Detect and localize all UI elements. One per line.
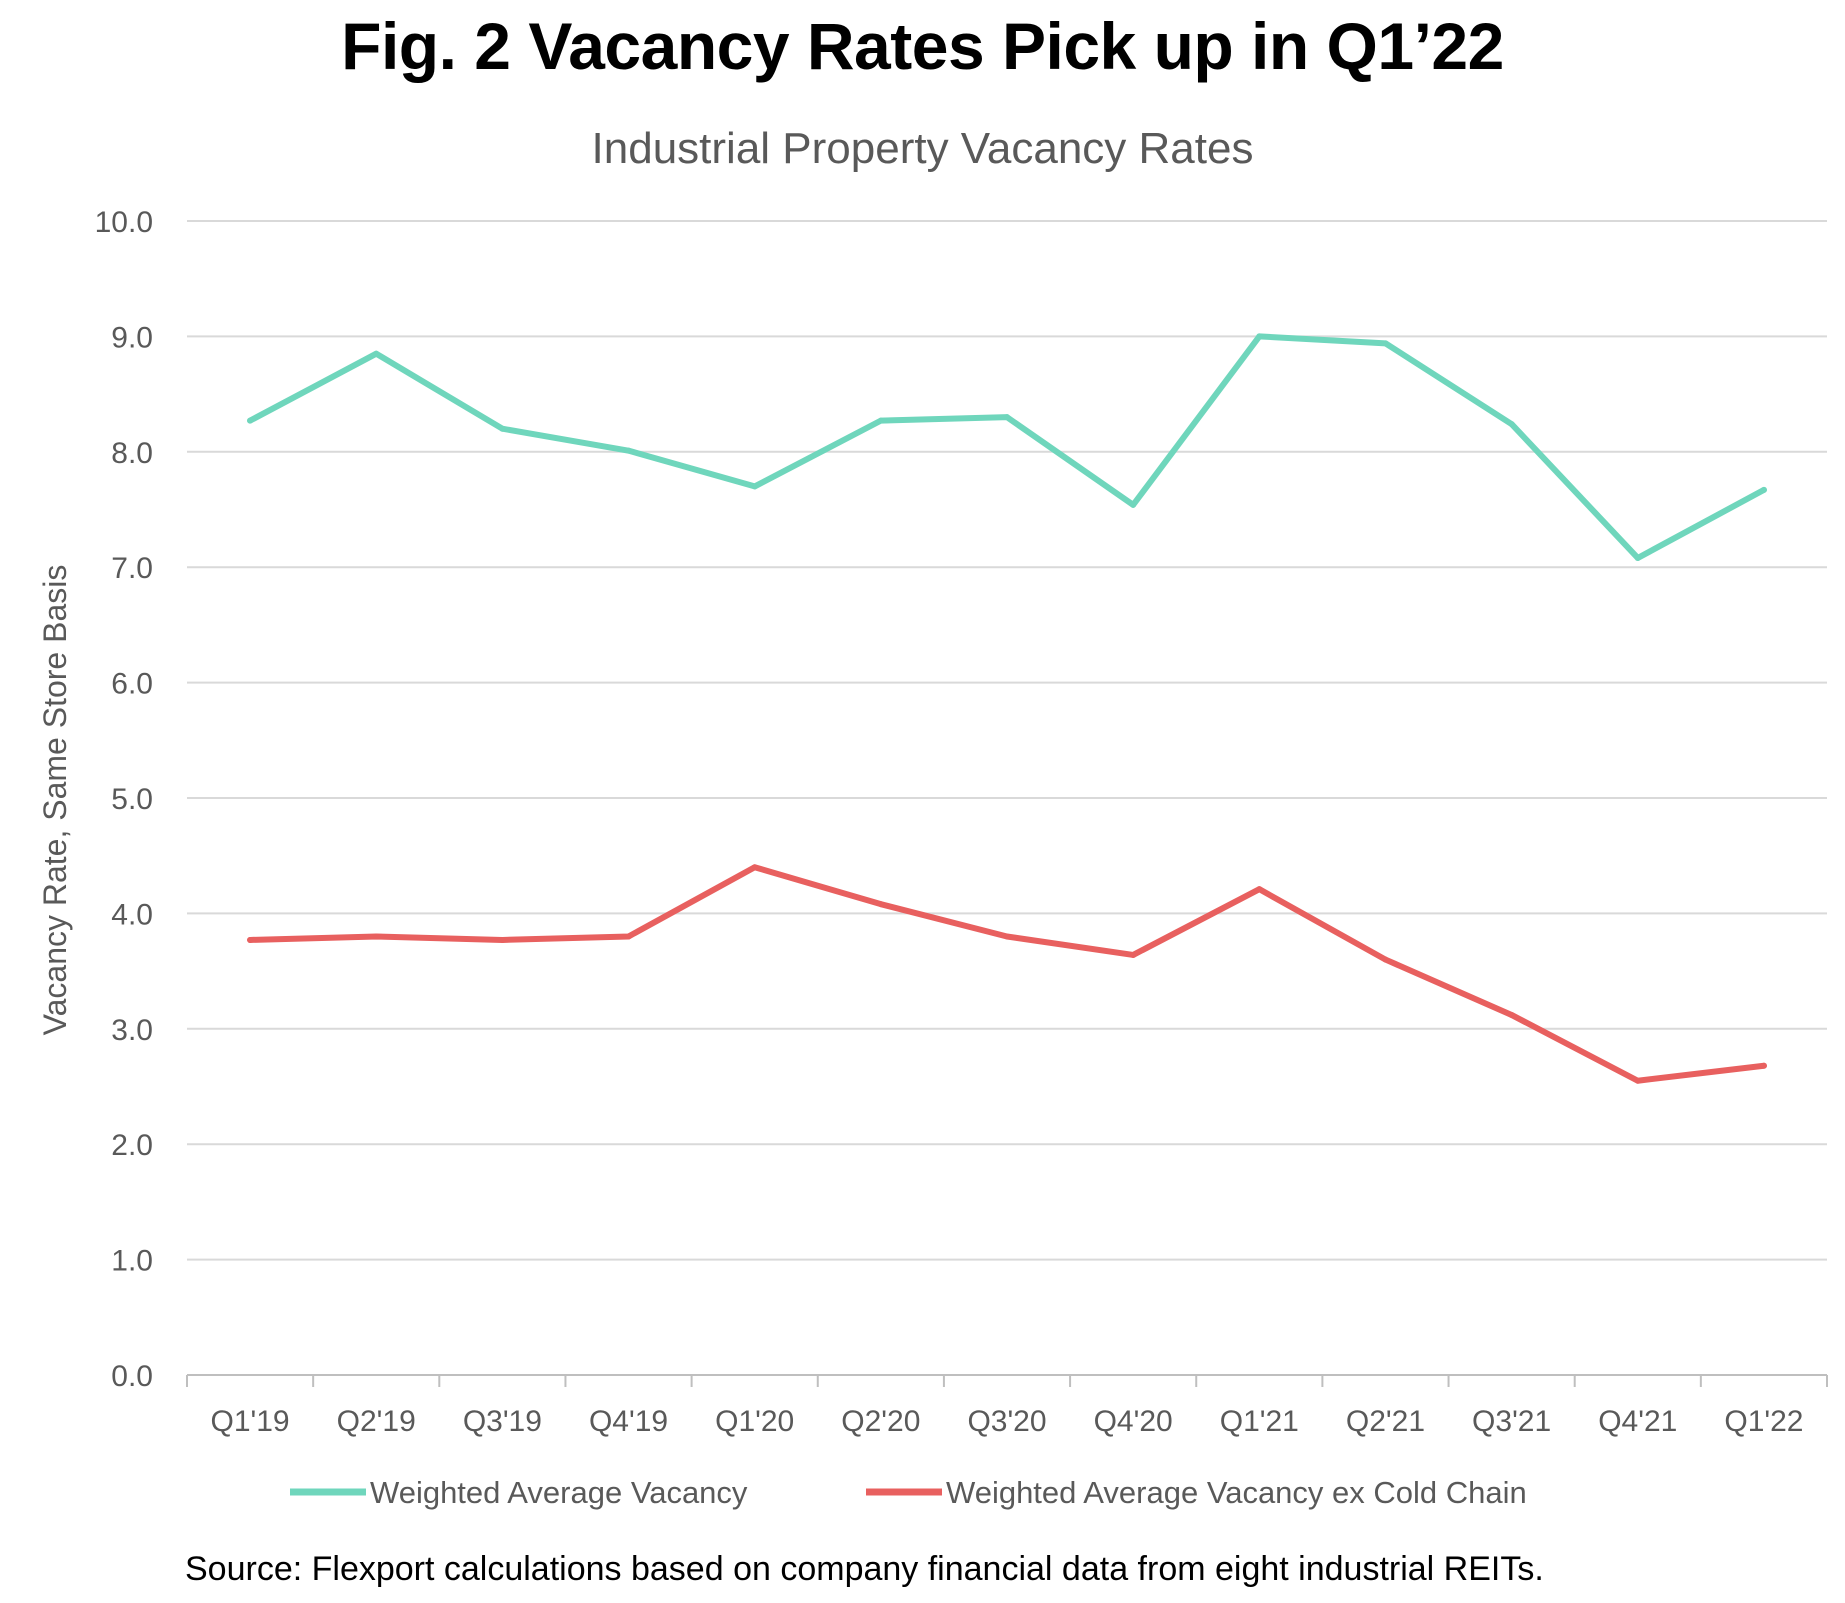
data-point xyxy=(1382,340,1389,347)
legend: Weighted Average Vacancy Weighted Average… xyxy=(290,1475,1527,1510)
legend-label: Weighted Average Vacancy xyxy=(370,1475,748,1510)
y-axis-ticks: 0.0 1.0 2.0 3.0 4.0 5.0 6.0 7.0 8.0 9.0 10.0 xyxy=(95,206,153,1393)
series-lines xyxy=(247,333,1767,1084)
x-tick-label: Q1'19 xyxy=(211,1405,290,1438)
data-point xyxy=(625,933,632,940)
data-point xyxy=(751,864,758,871)
data-point xyxy=(1130,501,1137,508)
data-point xyxy=(1004,414,1010,421)
gridlines xyxy=(187,220,1827,1261)
x-tick-label: Q2'19 xyxy=(337,1405,416,1438)
data-point xyxy=(877,901,884,908)
data-point xyxy=(1760,486,1767,493)
series-line-2 xyxy=(247,864,1767,1084)
y-tick-label: 5.0 xyxy=(111,783,153,816)
x-tick-label: Q1'22 xyxy=(1724,1405,1803,1438)
data-point xyxy=(1634,554,1641,561)
data-point xyxy=(499,425,506,432)
y-tick-label: 8.0 xyxy=(111,437,153,470)
y-tick-label: 6.0 xyxy=(111,668,153,701)
data-point xyxy=(751,483,758,490)
data-point xyxy=(1256,886,1263,893)
figure-title: Fig. 2 Vacancy Rates Pick up in Q1’22 xyxy=(341,9,1504,83)
x-tick-label: Q2'21 xyxy=(1346,1405,1425,1438)
data-point xyxy=(1382,956,1389,963)
data-point xyxy=(1760,1062,1767,1069)
data-point xyxy=(373,933,380,940)
data-point xyxy=(1508,421,1515,428)
y-tick-label: 1.0 xyxy=(111,1245,153,1278)
x-tick-label: Q4'21 xyxy=(1598,1405,1677,1438)
data-point xyxy=(1634,1077,1641,1084)
data-point xyxy=(1004,933,1010,940)
data-point xyxy=(1256,333,1263,340)
data-point xyxy=(625,447,632,454)
x-tick-label: Q3'19 xyxy=(463,1405,542,1438)
data-point xyxy=(1130,951,1137,958)
y-tick-label: 7.0 xyxy=(111,552,153,585)
data-point xyxy=(373,350,380,357)
line-chart: 0.0 1.0 2.0 3.0 4.0 5.0 6.0 7.0 8.0 9.0 10.0 Q1'19… xyxy=(37,206,1828,1510)
y-tick-label: 0.0 xyxy=(111,1360,153,1393)
y-tick-label: 2.0 xyxy=(111,1129,153,1162)
legend-label: Weighted Average Vacancy ex Cold Chain xyxy=(946,1475,1527,1510)
x-tick-label: Q1'21 xyxy=(1220,1405,1299,1438)
data-point xyxy=(247,417,254,424)
y-tick-label: 10.0 xyxy=(95,206,153,239)
data-point xyxy=(247,936,254,943)
x-tick-label: Q4'20 xyxy=(1094,1405,1173,1438)
data-point xyxy=(1508,1011,1515,1018)
y-tick-label: 4.0 xyxy=(111,898,153,931)
x-tick-label: Q1'20 xyxy=(715,1405,794,1438)
source-note: Source: Flexport calculations based on c… xyxy=(185,1550,1544,1588)
x-tick-label: Q4'19 xyxy=(589,1405,668,1438)
data-point xyxy=(499,936,506,943)
x-tick-label: Q2'20 xyxy=(841,1405,920,1438)
x-tick-label: Q3'20 xyxy=(967,1405,1046,1438)
y-axis-title: Vacancy Rate, Same Store Basis xyxy=(37,565,73,1036)
series-line-1 xyxy=(247,333,1767,561)
chart-title: Industrial Property Vacancy Rates xyxy=(591,124,1254,173)
x-axis-ticks: Q1'19 Q2'19 Q3'19 Q4'19 Q1'20 Q2'20 Q3'20 Q4'20… xyxy=(186,1374,1828,1438)
data-point xyxy=(877,417,884,424)
x-tick-label: Q3'21 xyxy=(1472,1405,1551,1438)
y-tick-label: 3.0 xyxy=(111,1014,153,1047)
y-tick-label: 9.0 xyxy=(111,321,153,354)
